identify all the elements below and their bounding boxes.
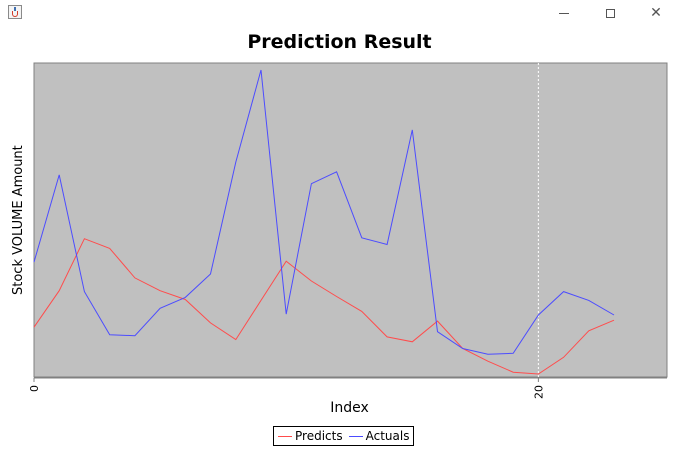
plot-area — [33, 62, 668, 378]
x-ticks: 0 20 — [28, 378, 545, 399]
legend-item-predicts: Predicts — [278, 429, 343, 443]
window-titlebar: ✕ — [0, 0, 679, 26]
minimize-button[interactable] — [541, 0, 587, 26]
x-axis-label: Index — [330, 400, 369, 416]
x-tick-label-20: 20 — [532, 385, 545, 399]
series-line-actuals — [33, 69, 615, 355]
legend-item-actuals: Actuals — [348, 429, 410, 443]
close-icon: ✕ — [650, 5, 662, 21]
legend-swatch-predicts — [278, 435, 292, 437]
series-line-predicts — [33, 238, 615, 375]
legend-swatch-actuals — [348, 435, 363, 437]
maximize-button[interactable] — [587, 0, 633, 26]
java-cup-icon — [8, 5, 22, 19]
maximize-icon — [605, 8, 615, 18]
x-tick-label-0: 0 — [28, 385, 41, 392]
chart-title: Prediction Result — [247, 31, 432, 53]
legend-label-actuals: Actuals — [365, 429, 410, 443]
chart-legend: Predicts Actuals — [273, 426, 415, 446]
minimize-icon — [559, 12, 569, 14]
axes — [34, 63, 667, 379]
close-button[interactable]: ✕ — [633, 0, 679, 26]
series-layer — [33, 69, 615, 375]
legend-label-predicts: Predicts — [295, 429, 343, 443]
